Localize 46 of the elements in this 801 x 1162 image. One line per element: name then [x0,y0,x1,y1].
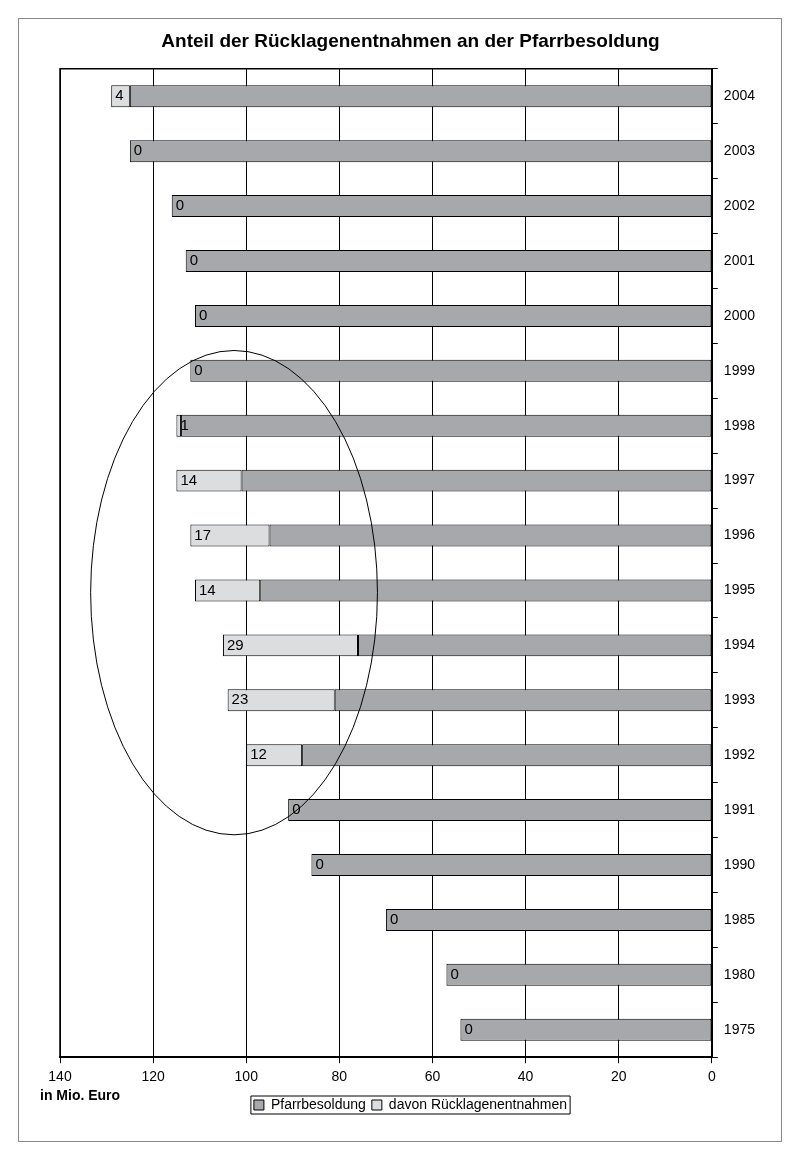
data-label: 0 [450,964,459,982]
y-tick-label: 1998 [723,416,756,433]
y-tick-label: 1990 [723,855,756,872]
data-label: 0 [133,141,143,159]
y-tick-label: 1991 [723,800,756,817]
y-tick-label: 1993 [723,691,756,708]
y-tick-label: 1996 [723,526,756,543]
data-label: 0 [389,910,399,928]
y-tick-label: 2001 [723,251,756,268]
x-tick-label: 100 [234,1068,259,1085]
data-label: 23 [231,690,249,708]
x-axis-title: in Mio. Euro [40,1087,121,1104]
data-label: 29 [226,635,244,653]
data-label: 4 [115,86,124,104]
data-label: 0 [199,306,208,324]
x-tick-label: 140 [48,1068,72,1085]
y-tick-label: 1980 [723,965,756,982]
y-tick-label: 1994 [723,636,756,653]
x-tick-label: 80 [331,1068,348,1085]
data-label: 12 [250,745,267,763]
data-label: 0 [194,360,203,378]
data-label: 0 [175,196,185,214]
y-tick-label: 1985 [723,910,756,927]
x-tick-label: 20 [610,1068,627,1085]
x-tick-label: 0 [707,1068,716,1085]
chart-title: Anteil der Rücklagenentnahmen an der Pfarrbesoldung [161,29,660,51]
legend-label: davon Rücklagenentnahmen [388,1095,568,1112]
data-label: 0 [464,1019,473,1037]
data-label: 14 [180,470,198,488]
data-label: 0 [315,855,324,873]
data-label: 0 [189,251,199,269]
data-label: 14 [199,580,216,598]
data-label: 17 [194,525,212,543]
y-tick-label: 2000 [723,306,756,323]
y-tick-label: 2002 [723,196,756,213]
x-tick-label: 120 [141,1068,166,1085]
x-tick-label: 60 [424,1068,441,1085]
legend-label: Pfarrbesoldung [270,1095,366,1112]
y-tick-label: 1995 [723,581,756,598]
y-tick-label: 1975 [723,1020,756,1037]
y-tick-label: 2004 [723,87,756,104]
y-tick-label: 1992 [723,746,756,763]
y-tick-label: 2003 [723,142,756,159]
y-tick-label: 1999 [723,361,756,378]
y-tick-label: 1997 [723,471,756,488]
x-tick-label: 40 [517,1068,534,1085]
